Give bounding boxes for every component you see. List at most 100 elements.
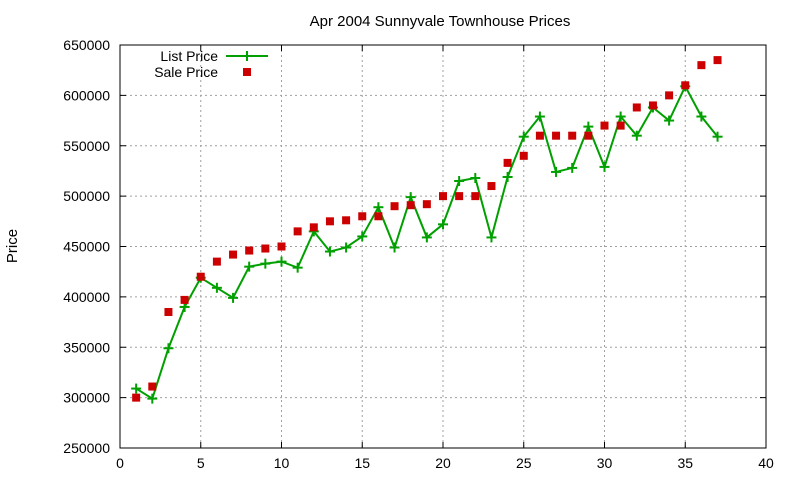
data-point (211, 282, 222, 293)
y-tick-label: 450000 (63, 239, 110, 255)
chart-title: Apr 2004 Sunnyvale Townhouse Prices (310, 13, 571, 30)
legend-label: List Price (160, 48, 218, 64)
x-tick-label: 40 (758, 455, 774, 471)
x-tick-label: 25 (516, 455, 532, 471)
data-point (405, 192, 416, 203)
data-point (357, 231, 368, 242)
data-point (568, 131, 577, 140)
data-point (276, 256, 287, 267)
data-point (406, 201, 415, 210)
x-tick-label: 0 (116, 455, 124, 471)
series-line (135, 84, 719, 401)
data-point (309, 223, 318, 232)
axis-ticks: 0 5 10 15 20 25 30 35 40 250000 300000 350000 400000… (63, 37, 774, 471)
grid-lines (120, 45, 766, 448)
plot-frame (119, 44, 767, 449)
data-point (584, 131, 593, 140)
legend-marker (242, 51, 252, 61)
y-tick-label: 500000 (63, 188, 110, 204)
data-point (292, 262, 303, 273)
data-point (148, 382, 157, 391)
data-point (260, 258, 271, 269)
data-point (632, 103, 641, 112)
data-point (131, 383, 142, 394)
data-point (389, 242, 400, 253)
data-point (390, 202, 399, 211)
data-point (712, 131, 723, 142)
y-tick-label: 650000 (63, 37, 110, 53)
y-tick-label: 300000 (63, 390, 110, 406)
data-point (486, 232, 497, 243)
data-point (487, 182, 496, 191)
data-point (132, 393, 141, 402)
y-tick-label: 550000 (63, 138, 110, 154)
data-point (631, 130, 642, 141)
data-point (325, 217, 334, 226)
x-tick-label: 35 (677, 455, 693, 471)
series-layer (131, 56, 723, 404)
data-point (164, 307, 173, 316)
data-point (503, 158, 512, 167)
x-tick-label: 15 (354, 455, 370, 471)
x-tick-label: 10 (274, 455, 290, 471)
data-point (358, 212, 367, 221)
data-point (713, 56, 722, 65)
legend-label: Sale Price (154, 64, 218, 80)
data-point (551, 166, 562, 177)
data-point (648, 101, 657, 110)
series-sale-price (132, 56, 722, 402)
data-point (439, 192, 447, 201)
data-point (697, 61, 706, 70)
data-point (681, 81, 690, 90)
data-point (470, 172, 481, 183)
data-point (665, 91, 674, 100)
data-point (324, 246, 335, 257)
data-point (261, 244, 270, 253)
data-point (567, 162, 578, 173)
data-point (163, 343, 174, 354)
data-point (454, 176, 465, 187)
x-tick-label: 5 (197, 455, 205, 471)
data-point (534, 111, 545, 122)
data-point (455, 192, 464, 201)
y-tick-label: 350000 (63, 339, 110, 355)
data-point (518, 131, 529, 142)
data-point (616, 121, 625, 130)
data-point (422, 200, 431, 209)
data-point (147, 393, 158, 404)
data-point (552, 131, 561, 140)
data-point (502, 171, 513, 182)
data-point (438, 219, 448, 230)
data-point (342, 216, 351, 225)
data-point (421, 232, 432, 243)
data-point (696, 111, 707, 122)
data-point (244, 261, 255, 272)
x-tick-label: 20 (435, 455, 451, 471)
data-point (519, 151, 528, 160)
y-tick-label: 400000 (63, 289, 110, 305)
y-axis-label: Price (4, 229, 21, 263)
data-point (293, 227, 302, 236)
y-tick-label: 600000 (63, 87, 110, 103)
data-point (180, 295, 189, 304)
data-point (373, 202, 384, 213)
data-point (583, 121, 594, 132)
series-list-price (131, 81, 723, 404)
data-point (245, 246, 254, 255)
data-point (615, 111, 626, 122)
data-point (374, 212, 383, 221)
legend-marker (243, 68, 251, 76)
data-point (341, 242, 352, 253)
data-point (535, 131, 544, 140)
data-point (599, 161, 610, 172)
data-point (196, 272, 205, 281)
y-tick-label: 250000 (63, 440, 110, 456)
data-point (229, 250, 238, 259)
data-point (212, 257, 221, 266)
data-point (277, 242, 286, 251)
data-point (471, 192, 480, 201)
data-point (664, 115, 675, 126)
data-point (600, 121, 609, 130)
